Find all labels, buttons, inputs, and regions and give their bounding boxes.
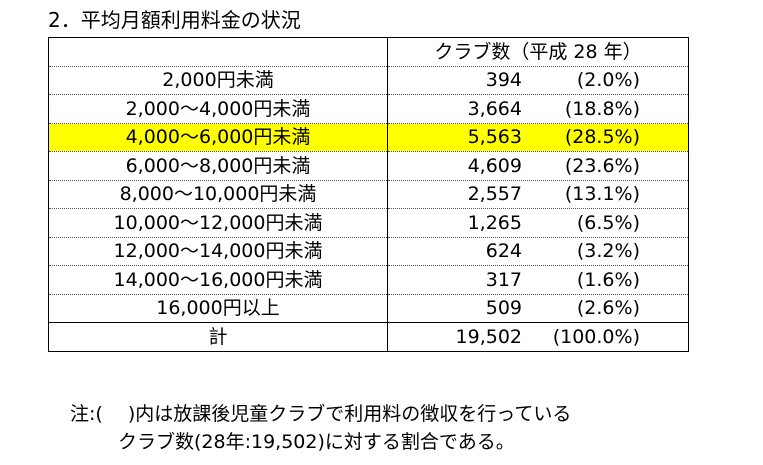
- table-total-row: 計 19,502 (100.0%): [48, 322, 689, 352]
- range-label: 12,000～14,000円未満: [48, 236, 388, 266]
- footnote: 注:( )内は放課後児童クラブで利用料の徴収を行っている クラブ数(28年:19…: [70, 400, 571, 456]
- range-label: 6,000～8,000円未満: [48, 151, 388, 181]
- table-row: 14,000～16,000円未満 317 (1.6%): [48, 265, 689, 295]
- footnote-line-2: クラブ数(28年:19,502)に対する割合である。: [118, 431, 515, 453]
- range-label: 16,000円以上: [48, 293, 388, 323]
- table-row-highlighted: 4,000～6,000円未満 5,563 (28.5%): [48, 122, 689, 152]
- page-title: 2．平均月額利用料金の状況: [48, 8, 301, 32]
- percentage: (13.1%): [564, 183, 640, 206]
- range-label: 8,000～10,000円未満: [48, 179, 388, 209]
- table-row: 2,000円未満 394 (2.0%): [48, 65, 689, 95]
- club-count: 624: [485, 240, 522, 263]
- range-label: 2,000円未満: [48, 65, 388, 95]
- value-cell: 624 (3.2%): [387, 236, 689, 266]
- percentage: (23.6%): [564, 154, 640, 177]
- percentage: (28.5%): [564, 126, 640, 149]
- percentage: (3.2%): [576, 240, 640, 263]
- club-count: 5,563: [467, 126, 522, 149]
- percentage: (6.5%): [576, 211, 640, 234]
- club-count: 1,265: [467, 211, 522, 234]
- table-row: 10,000～12,000円未満 1,265 (6.5%): [48, 208, 689, 238]
- table-header-row: クラブ数（平成 28 年）: [48, 37, 689, 67]
- club-count: 509: [485, 297, 522, 320]
- value-cell: 509 (2.6%): [387, 293, 689, 323]
- value-cell: 317 (1.6%): [387, 265, 689, 295]
- range-label: 14,000～16,000円未満: [48, 265, 388, 295]
- fee-table: クラブ数（平成 28 年） 2,000円未満 394 (2.0%) 2,000～4…: [48, 37, 689, 352]
- total-percentage: (100.0%): [552, 325, 640, 348]
- percentage: (2.6%): [576, 297, 640, 320]
- club-count: 394: [485, 69, 522, 92]
- percentage: (18.8%): [564, 97, 640, 120]
- table-row: 16,000円以上 509 (2.6%): [48, 293, 689, 323]
- footnote-line-1: 注:( )内は放課後児童クラブで利用料の徴収を行っている: [70, 403, 572, 425]
- percentage: (2.0%): [576, 69, 640, 92]
- table-row: 2,000～4,000円未満 3,664 (18.8%): [48, 94, 689, 124]
- value-cell: 4,609 (23.6%): [387, 151, 689, 181]
- table-row: 8,000～10,000円未満 2,557 (13.1%): [48, 179, 689, 209]
- range-label: 4,000～6,000円未満: [48, 122, 388, 152]
- value-cell: 1,265 (6.5%): [387, 208, 689, 238]
- table-row: 6,000～8,000円未満 4,609 (23.6%): [48, 151, 689, 181]
- club-count: 317: [485, 268, 522, 291]
- club-count: 2,557: [467, 183, 522, 206]
- value-cell: 19,502 (100.0%): [387, 322, 689, 352]
- column-header: クラブ数（平成 28 年）: [387, 37, 689, 67]
- table-row: 12,000～14,000円未満 624 (3.2%): [48, 236, 689, 266]
- value-cell: 5,563 (28.5%): [387, 122, 689, 152]
- club-count: 4,609: [467, 154, 522, 177]
- value-cell: 394 (2.0%): [387, 65, 689, 95]
- value-cell: 2,557 (13.1%): [387, 179, 689, 209]
- header-blank-cell: [48, 37, 388, 67]
- total-count: 19,502: [455, 325, 522, 348]
- range-label: 2,000～4,000円未満: [48, 94, 388, 124]
- value-cell: 3,664 (18.8%): [387, 94, 689, 124]
- percentage: (1.6%): [576, 268, 640, 291]
- total-label: 計: [48, 322, 388, 352]
- club-count: 3,664: [467, 97, 522, 120]
- range-label: 10,000～12,000円未満: [48, 208, 388, 238]
